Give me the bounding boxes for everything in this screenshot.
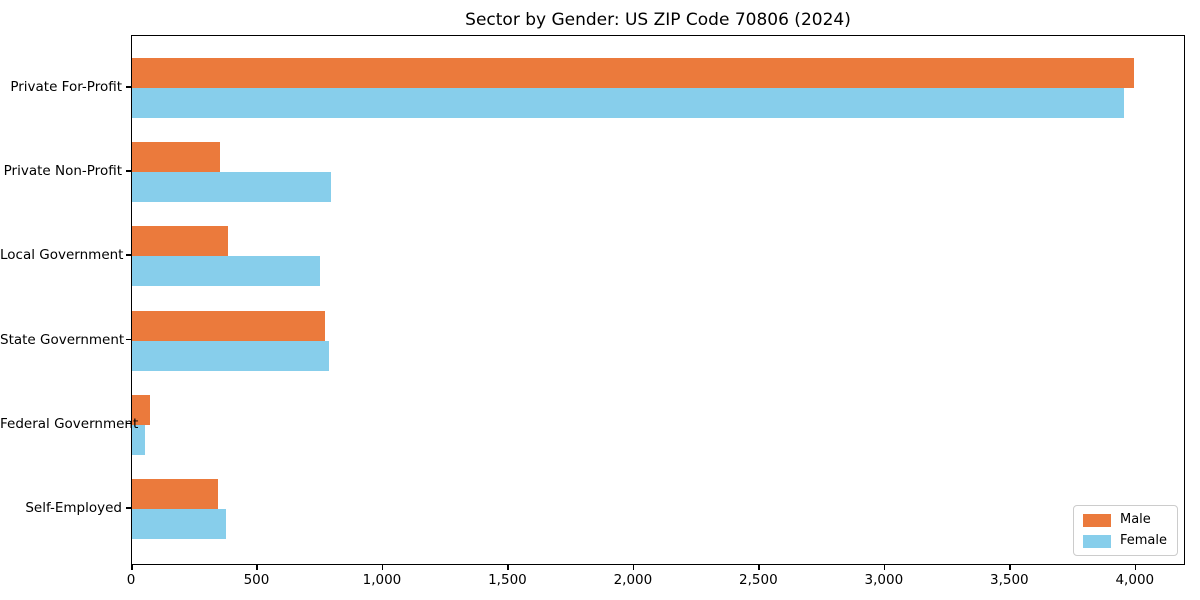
bar-female-5 [132, 424, 145, 455]
chart-title: Sector by Gender: US ZIP Code 70806 (202… [465, 10, 851, 30]
bar-female-3 [132, 256, 320, 287]
x-tick-mark [758, 565, 760, 570]
bar-male-1 [132, 58, 1134, 88]
y-axis-label-6: Self-Employed [25, 500, 122, 516]
bar-female-1 [132, 88, 1124, 118]
y-tick-mark [126, 170, 131, 172]
y-axis-label-5: Federal Government [0, 415, 139, 432]
y-tick-mark [126, 338, 131, 341]
legend: Male Female [1072, 505, 1178, 556]
x-tick-mark [1134, 565, 1137, 570]
x-tick-label-1,000: 1,000 [362, 572, 402, 588]
legend-entry-male: Male [1082, 512, 1167, 527]
x-tick-mark [256, 565, 258, 570]
x-tick-mark [883, 565, 886, 570]
y-tick-mark [126, 507, 131, 509]
y-axis-label-4: State Government [0, 331, 125, 348]
x-tick-label-2,500: 2,500 [739, 572, 778, 588]
x-tick-label-3,500: 3,500 [990, 572, 1029, 588]
bar-male-4 [132, 310, 325, 341]
y-axis-label-3: Local Government [0, 247, 124, 264]
y-tick-mark [126, 422, 131, 425]
y-tick-mark [126, 86, 131, 88]
y-axis-label-2: Private Non-Profit [3, 163, 122, 180]
bar-female-6 [132, 509, 226, 539]
legend-label-female: Female [1119, 533, 1167, 548]
x-tick-label-2,000: 2,000 [613, 572, 653, 588]
legend-label-male: Male [1119, 512, 1151, 527]
x-tick-label-0: 0 [126, 572, 136, 588]
x-tick-label-1,500: 1,500 [488, 572, 527, 588]
bar-male-3 [132, 226, 229, 257]
bar-male-5 [132, 394, 150, 425]
x-tick-label-3,000: 3,000 [864, 572, 904, 588]
bar-female-2 [132, 172, 332, 203]
x-tick-mark [632, 565, 635, 570]
plot-area: Male Female [131, 35, 1185, 565]
x-tick-label-500: 500 [243, 572, 270, 588]
y-tick-mark [126, 254, 131, 256]
x-tick-mark [381, 565, 384, 570]
x-tick-mark [131, 565, 133, 570]
male-swatch [1082, 513, 1111, 527]
y-axis-label-1: Private For-Profit [10, 79, 122, 95]
bar-female-4 [132, 340, 329, 371]
bar-male-6 [132, 479, 219, 509]
bar-male-2 [132, 142, 220, 173]
x-tick-mark [507, 565, 509, 570]
female-swatch [1082, 534, 1111, 548]
x-tick-label-4,000: 4,000 [1115, 572, 1155, 588]
x-tick-mark [1009, 565, 1011, 570]
legend-entry-female: Female [1082, 533, 1167, 548]
